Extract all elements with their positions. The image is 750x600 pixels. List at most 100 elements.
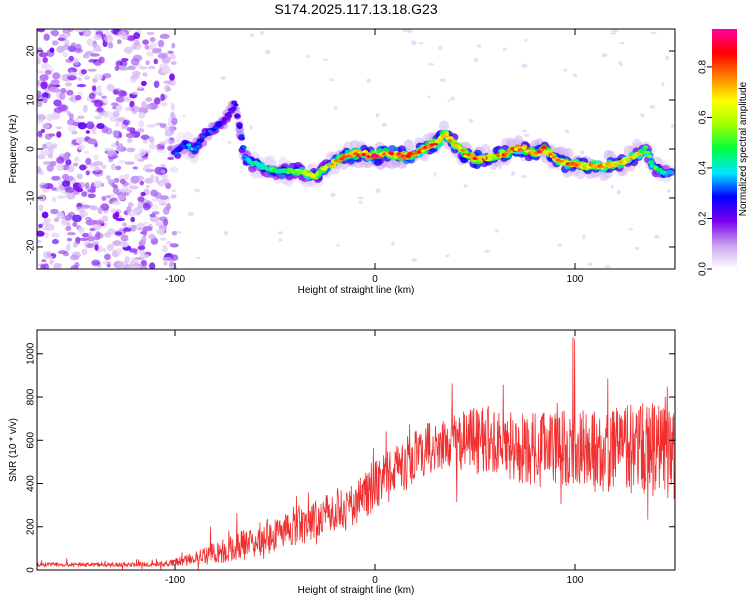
noise-blob bbox=[160, 52, 169, 58]
noise-blob bbox=[127, 202, 134, 208]
noise-blob bbox=[278, 238, 283, 242]
noise-blob bbox=[628, 227, 634, 231]
noise-blob bbox=[182, 114, 186, 117]
ridge-blob bbox=[555, 158, 561, 162]
noise-blob bbox=[146, 104, 152, 110]
y-tick-label: 0 bbox=[26, 567, 37, 573]
noise-blob bbox=[49, 160, 57, 167]
x-tick-label: 0 bbox=[372, 274, 378, 285]
ridge-blob bbox=[607, 165, 613, 169]
ridge-blob bbox=[234, 114, 240, 118]
noise-blob bbox=[76, 84, 87, 88]
ridge-blob bbox=[221, 118, 227, 123]
noise-blob bbox=[110, 102, 119, 107]
noise-blob bbox=[85, 157, 92, 165]
noise-blob bbox=[611, 29, 619, 33]
noise-blob bbox=[117, 134, 123, 139]
ridge-blob bbox=[277, 168, 283, 172]
noise-blob bbox=[167, 156, 175, 160]
noise-blob bbox=[524, 38, 528, 42]
noise-blob bbox=[391, 241, 395, 246]
noise-blob bbox=[148, 142, 156, 150]
noise-blob bbox=[115, 122, 120, 127]
ridge-blob bbox=[402, 156, 408, 160]
noise-blob bbox=[49, 86, 59, 93]
noise-blob bbox=[86, 243, 95, 249]
noise-blob bbox=[92, 241, 100, 246]
noise-blob bbox=[115, 217, 126, 222]
noise-blob bbox=[138, 158, 145, 162]
noise-blob bbox=[171, 117, 178, 126]
ridge-blob bbox=[317, 171, 323, 175]
noise-blob bbox=[77, 77, 83, 81]
noise-blob bbox=[57, 250, 68, 255]
noise-blob bbox=[618, 61, 622, 65]
noise-blob bbox=[111, 200, 121, 206]
noise-blob bbox=[130, 58, 140, 66]
noise-blob bbox=[148, 65, 156, 70]
noise-blob bbox=[107, 228, 116, 234]
noise-blob bbox=[102, 73, 112, 79]
noise-blob bbox=[72, 162, 79, 167]
noise-blob bbox=[134, 39, 140, 47]
noise-blob bbox=[80, 69, 87, 75]
noise-blob bbox=[117, 39, 122, 45]
noise-blob bbox=[136, 85, 144, 90]
noise-blob bbox=[138, 148, 146, 157]
noise-blob bbox=[572, 73, 578, 78]
noise-blob bbox=[358, 200, 363, 204]
noise-blob bbox=[136, 222, 146, 229]
noise-blob bbox=[112, 106, 117, 110]
noise-blob bbox=[406, 29, 413, 34]
ridge-blob bbox=[605, 162, 610, 166]
noise-blob bbox=[143, 225, 153, 232]
noise-blob bbox=[144, 177, 154, 184]
noise-blob bbox=[131, 91, 139, 96]
ridge-blob bbox=[361, 153, 367, 157]
noise-blob bbox=[51, 187, 57, 191]
noise-blob bbox=[433, 172, 437, 177]
noise-blob bbox=[83, 75, 91, 80]
ridge-blob bbox=[639, 148, 645, 152]
noise-blob bbox=[67, 75, 77, 81]
noise-blob bbox=[65, 226, 72, 232]
noise-blob bbox=[152, 48, 160, 54]
y-tick-label: 200 bbox=[26, 518, 37, 535]
noise-blob bbox=[126, 147, 136, 153]
ridge-blob bbox=[460, 148, 466, 152]
noise-blob bbox=[162, 256, 173, 261]
y-tick-label: -10 bbox=[26, 190, 37, 205]
noise-blob bbox=[66, 89, 74, 96]
noise-blob bbox=[43, 218, 52, 223]
noise-blob bbox=[145, 185, 151, 189]
noise-blob bbox=[146, 51, 154, 57]
noise-blob bbox=[227, 140, 232, 144]
noise-blob bbox=[450, 96, 455, 101]
noise-blob bbox=[82, 232, 90, 238]
noise-blob bbox=[521, 63, 528, 68]
noise-blob bbox=[49, 258, 55, 264]
noise-blob bbox=[56, 156, 65, 164]
noise-blob bbox=[47, 153, 54, 159]
noise-blob bbox=[42, 96, 48, 104]
ridge-blob bbox=[241, 145, 247, 149]
noise-blob bbox=[57, 37, 66, 41]
snr-frame bbox=[36, 329, 676, 571]
noise-blob bbox=[476, 44, 482, 48]
noise-blob bbox=[104, 232, 112, 238]
noise-blob bbox=[137, 196, 145, 203]
spectrogram-x-axis: -100 0 100 bbox=[165, 29, 584, 285]
noise-blob bbox=[68, 175, 74, 181]
noise-blob bbox=[118, 227, 124, 232]
noise-blob bbox=[101, 196, 107, 201]
noise-blob bbox=[159, 123, 167, 128]
noise-blob bbox=[159, 33, 170, 40]
noise-blob bbox=[139, 249, 145, 255]
ridge-blob bbox=[193, 147, 198, 151]
noise-blob bbox=[139, 265, 148, 269]
noise-blob bbox=[121, 123, 126, 130]
noise-blob bbox=[169, 166, 179, 173]
noise-blob bbox=[37, 119, 44, 124]
noise-blob bbox=[580, 150, 585, 155]
noise-blob bbox=[93, 29, 103, 33]
